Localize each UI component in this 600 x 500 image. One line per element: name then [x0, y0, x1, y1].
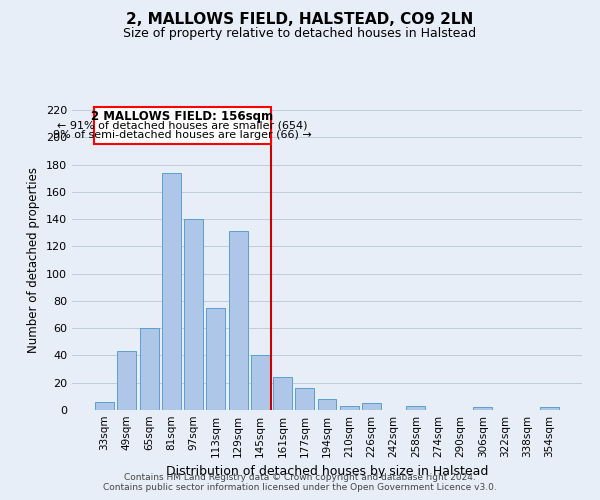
Text: ← 91% of detached houses are smaller (654): ← 91% of detached houses are smaller (65… — [57, 121, 308, 131]
Bar — [118, 352, 136, 410]
Bar — [162, 172, 181, 410]
Bar — [362, 403, 381, 410]
Bar — [340, 406, 359, 410]
Bar — [273, 378, 292, 410]
Bar — [229, 232, 248, 410]
Text: Size of property relative to detached houses in Halstead: Size of property relative to detached ho… — [124, 28, 476, 40]
Text: 9% of semi-detached houses are larger (66) →: 9% of semi-detached houses are larger (6… — [53, 130, 312, 140]
FancyBboxPatch shape — [94, 108, 271, 144]
Y-axis label: Number of detached properties: Number of detached properties — [28, 167, 40, 353]
Bar — [406, 406, 425, 410]
Text: 2, MALLOWS FIELD, HALSTEAD, CO9 2LN: 2, MALLOWS FIELD, HALSTEAD, CO9 2LN — [127, 12, 473, 28]
Bar — [140, 328, 158, 410]
Text: Contains HM Land Registry data © Crown copyright and database right 2024.: Contains HM Land Registry data © Crown c… — [124, 472, 476, 482]
Text: 2 MALLOWS FIELD: 156sqm: 2 MALLOWS FIELD: 156sqm — [91, 110, 274, 123]
Bar — [251, 356, 270, 410]
Bar — [317, 399, 337, 410]
X-axis label: Distribution of detached houses by size in Halstead: Distribution of detached houses by size … — [166, 466, 488, 478]
Bar — [295, 388, 314, 410]
Bar — [540, 408, 559, 410]
Bar — [95, 402, 114, 410]
Bar — [184, 219, 203, 410]
Bar — [206, 308, 225, 410]
Bar — [473, 408, 492, 410]
Text: Contains public sector information licensed under the Open Government Licence v3: Contains public sector information licen… — [103, 484, 497, 492]
